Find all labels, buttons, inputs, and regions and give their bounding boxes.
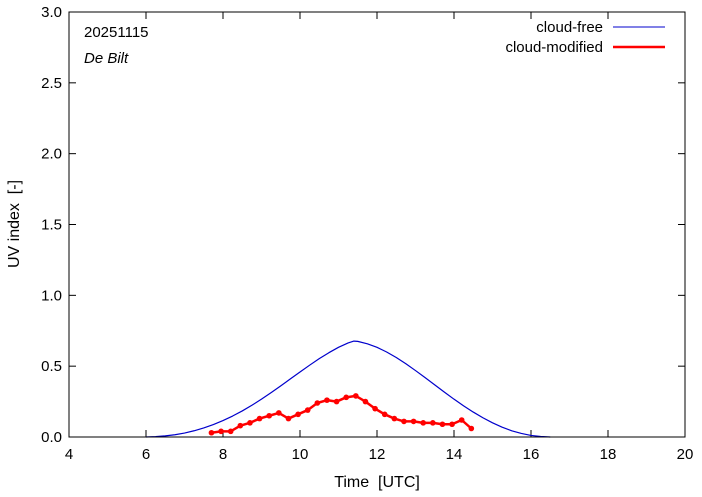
data-point-cloud-modified <box>266 412 273 419</box>
data-point-cloud-modified <box>256 415 263 422</box>
data-point-cloud-modified <box>247 420 253 426</box>
data-point-cloud-modified <box>353 393 359 399</box>
x-tick-label: 16 <box>523 446 540 463</box>
data-point-cloud-modified <box>362 398 369 405</box>
data-point-cloud-modified <box>410 418 417 425</box>
date-annotation: 20251115 <box>84 24 149 41</box>
data-point-cloud-modified <box>314 400 321 406</box>
legend-label-cloud-modified: cloud-modified <box>505 39 603 56</box>
data-point-cloud-modified <box>458 417 465 423</box>
y-tick-label: 3.0 <box>41 4 62 21</box>
data-point-cloud-modified <box>237 422 244 429</box>
y-tick-label: 0.0 <box>41 429 62 446</box>
data-point-cloud-modified <box>304 407 311 413</box>
data-point-cloud-modified <box>439 421 446 428</box>
y-axis-label: UV index [-] <box>6 180 23 268</box>
y-tick-label: 1.0 <box>41 287 62 304</box>
data-point-cloud-modified <box>420 420 427 426</box>
data-point-cloud-modified <box>391 415 398 422</box>
x-tick-label: 14 <box>446 446 463 463</box>
data-point-cloud-modified <box>372 405 378 412</box>
data-point-cloud-modified <box>285 415 292 422</box>
x-tick-label: 20 <box>677 446 694 463</box>
y-tick-label: 1.5 <box>41 217 62 234</box>
x-axis-label: Time [UTC] <box>334 474 420 491</box>
x-tick-label: 12 <box>369 446 386 463</box>
station-annotation: De Bilt <box>84 50 129 67</box>
data-point-cloud-modified <box>343 394 350 401</box>
data-point-cloud-modified <box>381 411 388 418</box>
data-point-cloud-modified <box>295 411 301 418</box>
x-tick-label: 18 <box>600 446 617 463</box>
x-tick-label: 6 <box>142 446 150 463</box>
series-line-cloud-free <box>145 340 551 438</box>
series-line-cloud-modified <box>211 394 473 434</box>
x-tick-label: 4 <box>65 446 73 463</box>
series-layer <box>145 340 551 438</box>
legend: cloud-free cloud-modified <box>505 19 665 56</box>
data-point-cloud-modified <box>430 420 436 426</box>
x-tick-label: 10 <box>292 446 309 463</box>
y-tick-label: 2.0 <box>41 146 62 163</box>
plot-frame <box>68 11 686 438</box>
data-point-cloud-modified <box>468 425 475 432</box>
y-tick-label: 2.5 <box>41 75 62 92</box>
data-point-cloud-modified <box>333 398 340 405</box>
data-point-cloud-modified <box>324 397 330 403</box>
data-point-cloud-modified <box>227 428 234 435</box>
y-tick-label: 0.5 <box>41 358 62 375</box>
data-point-cloud-modified <box>276 410 282 416</box>
data-point-cloud-modified <box>401 418 407 425</box>
data-point-cloud-modified <box>208 429 215 436</box>
x-tick-label: 8 <box>219 446 227 463</box>
y-axis: 0.0 0.5 1.0 1.5 2.0 2.5 3.0 <box>41 4 685 446</box>
data-point-cloud-modified <box>449 421 455 428</box>
x-axis: 4 6 8 10 12 14 16 18 20 <box>65 12 694 463</box>
data-point-cloud-modified <box>218 428 224 435</box>
legend-label-cloud-free: cloud-free <box>536 19 603 36</box>
